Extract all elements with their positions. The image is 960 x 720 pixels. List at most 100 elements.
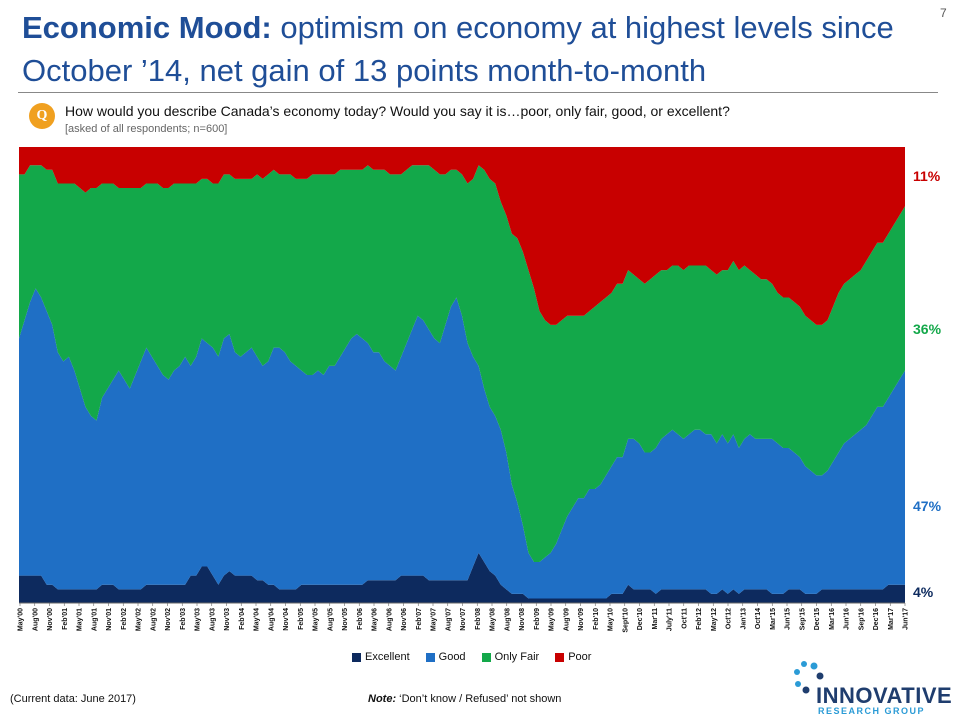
title-divider — [18, 92, 938, 93]
x-tick-label: Mar'17 — [888, 608, 895, 630]
footer-note-text: ‘Don’t know / Refused’ not shown — [396, 693, 562, 705]
x-tick-label: Feb'07 — [416, 608, 423, 630]
x-tick-label: Oct'12 — [726, 608, 733, 629]
x-tick-label: May'07 — [431, 608, 438, 631]
x-tick-label: Aug'08 — [504, 608, 511, 631]
x-tick-label: Aug'02 — [150, 608, 157, 631]
x-tick-label: Mar'15 — [770, 608, 777, 630]
x-tick-label: May'01 — [77, 608, 84, 631]
area-series-good — [19, 288, 905, 599]
end-label-only-fair: 36% — [913, 321, 942, 337]
x-tick-label: Feb'08 — [475, 608, 482, 630]
legend-item-poor: Poor — [555, 651, 591, 663]
end-label-good: 47% — [913, 498, 942, 514]
x-tick-label: Feb'09 — [534, 608, 541, 630]
logo-name: INNOVATIVE — [816, 683, 953, 708]
legend-item-only-fair: Only Fair — [481, 651, 540, 663]
area-series-poor — [19, 147, 905, 325]
x-tick-label: Dec'15 — [814, 608, 821, 630]
x-tick-label: Feb'05 — [298, 608, 305, 630]
x-tick-label: Aug'05 — [327, 608, 334, 631]
legend-label-excellent: Excellent — [365, 651, 410, 663]
x-tick-label: Aug'00 — [32, 608, 39, 631]
chart-legend: Excellent Good Only Fair Poor — [352, 651, 591, 663]
x-tick-label: Dec'16 — [873, 608, 880, 630]
area-series-excellent — [19, 552, 905, 603]
x-tick-label: Feb'04 — [239, 608, 246, 630]
legend-label-good: Good — [438, 651, 466, 663]
x-tick-label: Oct'14 — [755, 608, 762, 629]
current-data-note: (Current data: June 2017) — [10, 693, 136, 705]
company-logo-icon — [794, 661, 824, 694]
x-tick-label: Nov'04 — [283, 608, 290, 631]
legend-item-good: Good — [425, 651, 466, 663]
x-tick-label: Aug'04 — [268, 608, 275, 631]
x-axis-ticks: May'00 Aug'00 Nov'00 Feb'01 May'01 Aug'01 Nov'… — [18, 603, 910, 633]
page-title: Economic Mood: optimism on economy at hi… — [22, 6, 902, 92]
x-tick-label: Nov'08 — [519, 608, 526, 631]
x-tick-label: Sep'15 — [799, 608, 806, 630]
x-tick-label: Jun'16 — [844, 608, 851, 630]
x-tick-label: Nov'05 — [342, 608, 349, 631]
legend-swatch-good — [425, 652, 435, 662]
x-tick-label: Sept'10 — [622, 608, 629, 633]
x-tick-label: Nov'09 — [578, 608, 585, 631]
x-tick-label: Nov'07 — [460, 608, 467, 631]
question-badge: Q — [29, 103, 55, 129]
x-tick-label: Jan'13 — [740, 608, 747, 630]
x-tick-label: May'04 — [254, 608, 261, 631]
logo-subtitle: RESEARCH GROUP — [818, 706, 926, 716]
footer-note-label: Note: — [368, 693, 397, 705]
question-note: [asked of all respondents; n=600] — [65, 123, 228, 135]
legend-label-only-fair: Only Fair — [494, 651, 540, 663]
x-tick-label: Sep'16 — [858, 608, 865, 630]
x-tick-label: Feb'10 — [593, 608, 600, 630]
x-tick-label: July'11 — [667, 608, 674, 631]
x-tick-label: Nov'00 — [47, 608, 54, 631]
footer-note: Note: ‘Don’t know / Refused’ not shown — [368, 693, 561, 705]
x-tick-label: May'10 — [608, 608, 615, 631]
title-bold: Economic Mood: — [22, 10, 272, 45]
legend-swatch-only-fair — [481, 652, 491, 662]
end-label-poor: 11% — [913, 168, 941, 184]
chart-areas — [19, 147, 905, 603]
x-tick-label: Feb'01 — [62, 608, 69, 630]
legend-item-excellent: Excellent — [352, 651, 410, 663]
x-tick-label: Feb'02 — [121, 608, 128, 630]
legend-swatch-excellent — [352, 652, 361, 662]
x-tick-label: Aug'06 — [386, 608, 393, 631]
x-tick-label: May'03 — [195, 608, 202, 631]
x-tick-label: Aug'01 — [91, 608, 98, 631]
x-tick-label: May'09 — [549, 608, 556, 631]
x-tick-label: May'05 — [313, 608, 320, 631]
x-tick-label: Jun'17 — [903, 608, 910, 630]
x-tick-label: Nov'06 — [401, 608, 408, 631]
x-tick-label: Dec'10 — [637, 608, 644, 630]
legend-swatch-poor — [555, 652, 565, 662]
x-tick-label: Mar'11 — [652, 608, 659, 630]
question-text: How would you describe Canada’s economy … — [65, 103, 730, 119]
x-tick-label: Jun'15 — [785, 608, 792, 630]
x-tick-label: May'02 — [136, 608, 143, 631]
legend-label-poor: Poor — [568, 651, 592, 663]
end-label-excellent: 4% — [913, 584, 934, 600]
x-tick-label: May'12 — [711, 608, 718, 631]
x-tick-label: May'00 — [18, 608, 25, 631]
x-tick-label: Nov'02 — [165, 608, 172, 631]
x-tick-label: Feb'03 — [180, 608, 187, 630]
x-tick-label: Aug'07 — [445, 608, 452, 631]
title-rest: optimism on economy at highest levels si… — [22, 10, 894, 88]
x-tick-label: Oct'11 — [681, 608, 688, 629]
x-tick-label: Nov'01 — [106, 608, 113, 631]
x-tick-label: Feb'06 — [357, 608, 364, 630]
x-tick-label: Nov'03 — [224, 608, 231, 631]
x-tick-label: Feb'12 — [696, 608, 703, 630]
area-series-only-fair — [19, 165, 905, 562]
x-tick-label: May'08 — [490, 608, 497, 631]
x-tick-label: May'06 — [372, 608, 379, 631]
page-number: 7 — [940, 6, 947, 20]
x-tick-label: Aug'09 — [563, 608, 570, 631]
x-tick-label: Mar'16 — [829, 608, 836, 630]
x-tick-label: Aug'03 — [209, 608, 216, 631]
